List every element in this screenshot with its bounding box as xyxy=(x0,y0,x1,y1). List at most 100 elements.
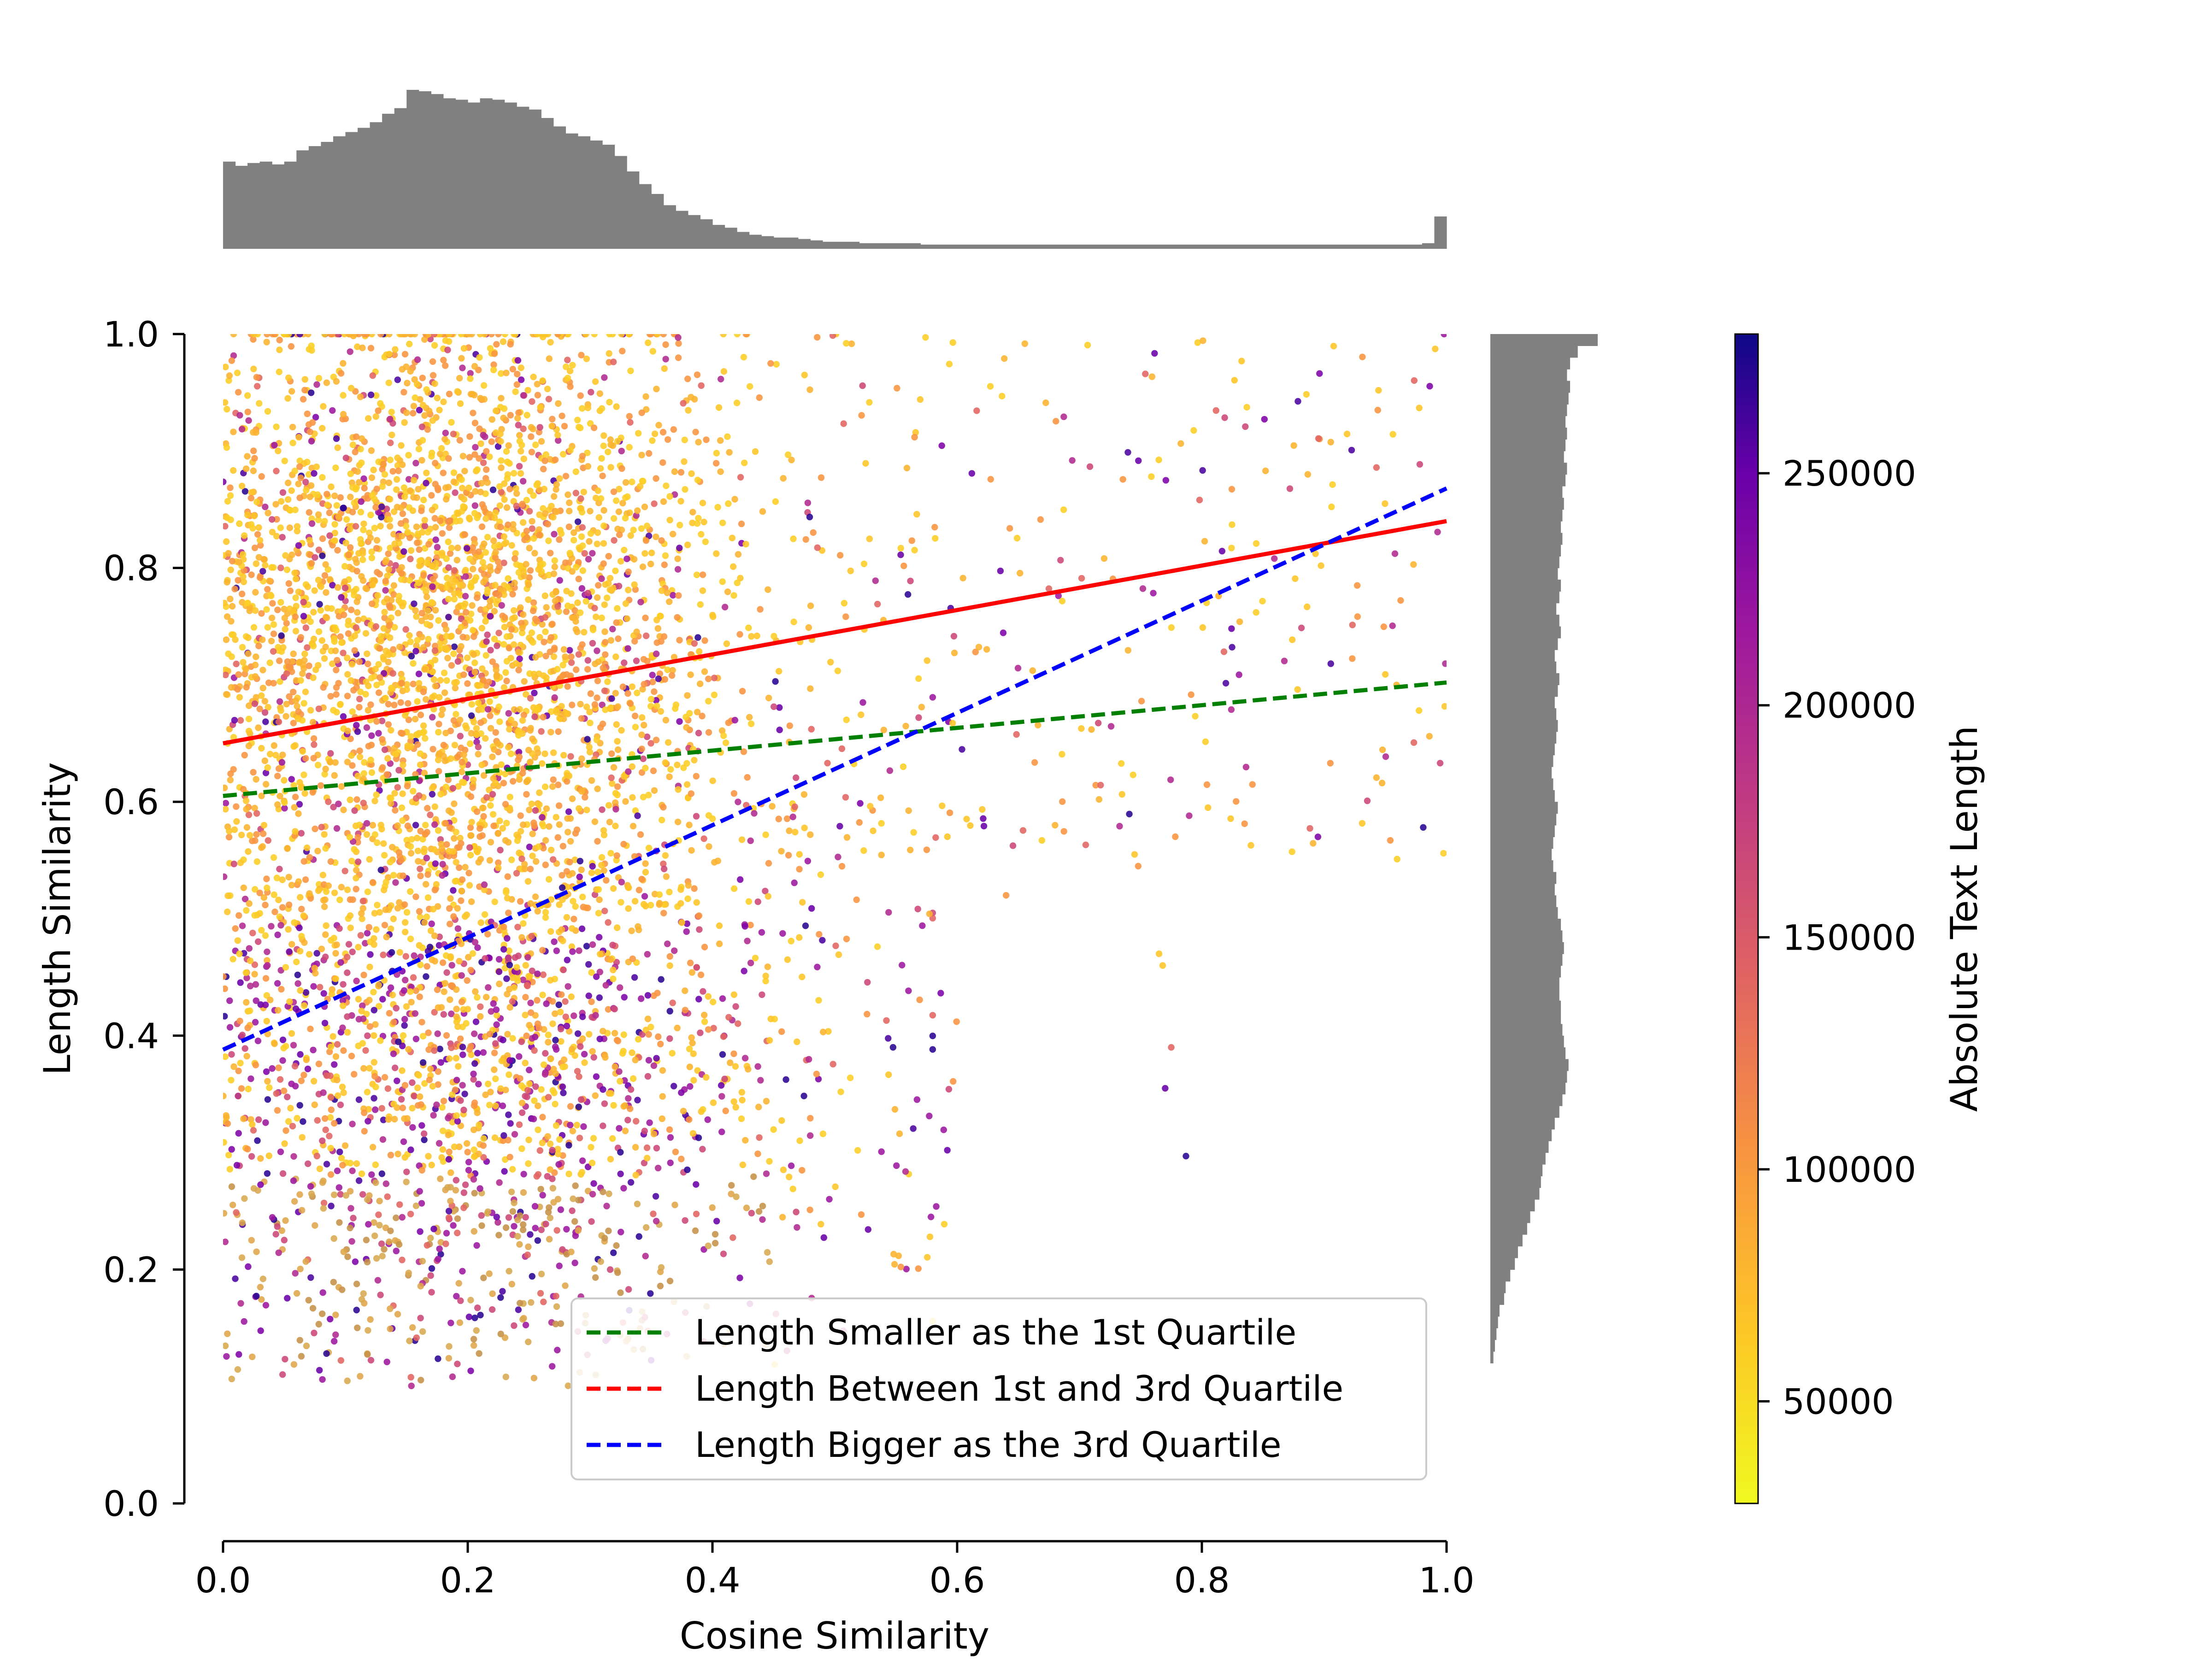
scatter-point xyxy=(347,925,354,931)
scatter-point xyxy=(358,540,364,547)
scatter-point xyxy=(619,348,625,354)
hist-x-bar xyxy=(517,107,529,249)
scatter-point xyxy=(384,1359,390,1365)
scatter-point xyxy=(356,822,363,828)
scatter-point xyxy=(329,991,335,997)
scatter-point xyxy=(438,1059,444,1066)
scatter-point xyxy=(272,752,279,758)
scatter-point xyxy=(334,1041,341,1048)
scatter-point xyxy=(661,562,668,568)
scatter-point xyxy=(429,576,436,582)
scatter-point xyxy=(537,424,543,430)
scatter-point xyxy=(360,577,366,584)
scatter-point xyxy=(710,998,716,1005)
scatter-point xyxy=(444,655,451,661)
scatter-point xyxy=(437,677,443,683)
scatter-point xyxy=(491,746,497,753)
scatter-point xyxy=(387,457,394,463)
scatter-point xyxy=(311,1078,317,1084)
hist-y-bar xyxy=(1490,1012,1561,1024)
scatter-point xyxy=(496,718,503,725)
scatter-point xyxy=(285,926,291,933)
scatter-point xyxy=(243,684,250,690)
scatter-point xyxy=(311,735,317,742)
scatter-point xyxy=(235,559,242,565)
scatter-point xyxy=(294,972,301,978)
scatter-point xyxy=(402,919,408,926)
scatter-point xyxy=(618,448,625,454)
hist-x-bar xyxy=(810,241,823,249)
hist-y-bar xyxy=(1490,615,1559,627)
scatter-point xyxy=(560,451,566,458)
hist-x-bar xyxy=(1385,245,1398,249)
hist-y-bar xyxy=(1490,1036,1564,1048)
scatter-point xyxy=(579,542,586,549)
scatter-point xyxy=(443,496,449,502)
hist-y-bar xyxy=(1490,837,1553,849)
scatter-point xyxy=(687,1083,693,1090)
scatter-point xyxy=(284,1094,290,1100)
scatter-point xyxy=(572,903,579,910)
scatter-point xyxy=(366,856,373,863)
hist-y-bar xyxy=(1490,1328,1496,1340)
scatter-point xyxy=(755,1103,762,1110)
scatter-point xyxy=(236,520,242,527)
scatter-point xyxy=(793,1209,799,1215)
scatter-point xyxy=(694,477,701,483)
scatter-point xyxy=(696,912,702,919)
scatter-point xyxy=(373,926,379,933)
scatter-point xyxy=(262,718,269,725)
scatter-point xyxy=(572,1182,578,1189)
scatter-point xyxy=(436,694,442,700)
scatter-point xyxy=(373,682,380,688)
scatter-point xyxy=(419,945,426,951)
scatter-point xyxy=(296,1191,303,1197)
scatter-point xyxy=(299,1207,305,1214)
hist-x-bar xyxy=(1239,245,1251,249)
scatter-point xyxy=(305,1161,311,1167)
scatter-point xyxy=(408,850,414,857)
scatter-point xyxy=(262,562,268,569)
scatter-point xyxy=(304,845,310,851)
scatter-point xyxy=(481,540,487,547)
scatter-point xyxy=(469,602,475,609)
scatter-point xyxy=(564,683,571,690)
scatter-point xyxy=(349,949,356,955)
scatter-point xyxy=(385,1086,391,1092)
scatter-point xyxy=(594,540,600,547)
scatter-point xyxy=(393,487,400,493)
scatter-point xyxy=(594,838,600,845)
scatter-point xyxy=(282,552,288,558)
scatter-point xyxy=(297,1051,303,1057)
scatter-point xyxy=(579,524,586,531)
scatter-point xyxy=(710,1099,717,1106)
scatter-point xyxy=(677,498,684,505)
scatter-point xyxy=(520,1171,527,1177)
scatter-point xyxy=(526,1067,532,1073)
scatter-point xyxy=(353,1281,360,1287)
scatter-point xyxy=(429,746,436,752)
scatter-point xyxy=(587,749,593,755)
scatter-point xyxy=(271,909,278,915)
scatter-point xyxy=(414,637,420,644)
scatter-point xyxy=(421,1130,427,1137)
scatter-point xyxy=(303,487,309,493)
scatter-point xyxy=(365,888,371,895)
scatter-point xyxy=(331,493,338,499)
scatter-point xyxy=(545,1209,552,1215)
scatter-point xyxy=(305,1066,311,1072)
scatter-point xyxy=(277,599,284,605)
hist-y-bar xyxy=(1490,966,1561,978)
scatter-point xyxy=(277,1076,283,1083)
scatter-point xyxy=(506,1268,512,1274)
scatter-point xyxy=(571,1012,577,1019)
scatter-point xyxy=(748,721,754,727)
scatter-point xyxy=(671,426,677,433)
scatter-point xyxy=(565,829,571,835)
scatter-point xyxy=(634,1097,641,1103)
scatter-point xyxy=(342,585,348,591)
scatter-point xyxy=(622,515,629,521)
hist-x-bar xyxy=(455,100,468,249)
scatter-point xyxy=(599,405,605,411)
scatter-point xyxy=(514,837,521,844)
